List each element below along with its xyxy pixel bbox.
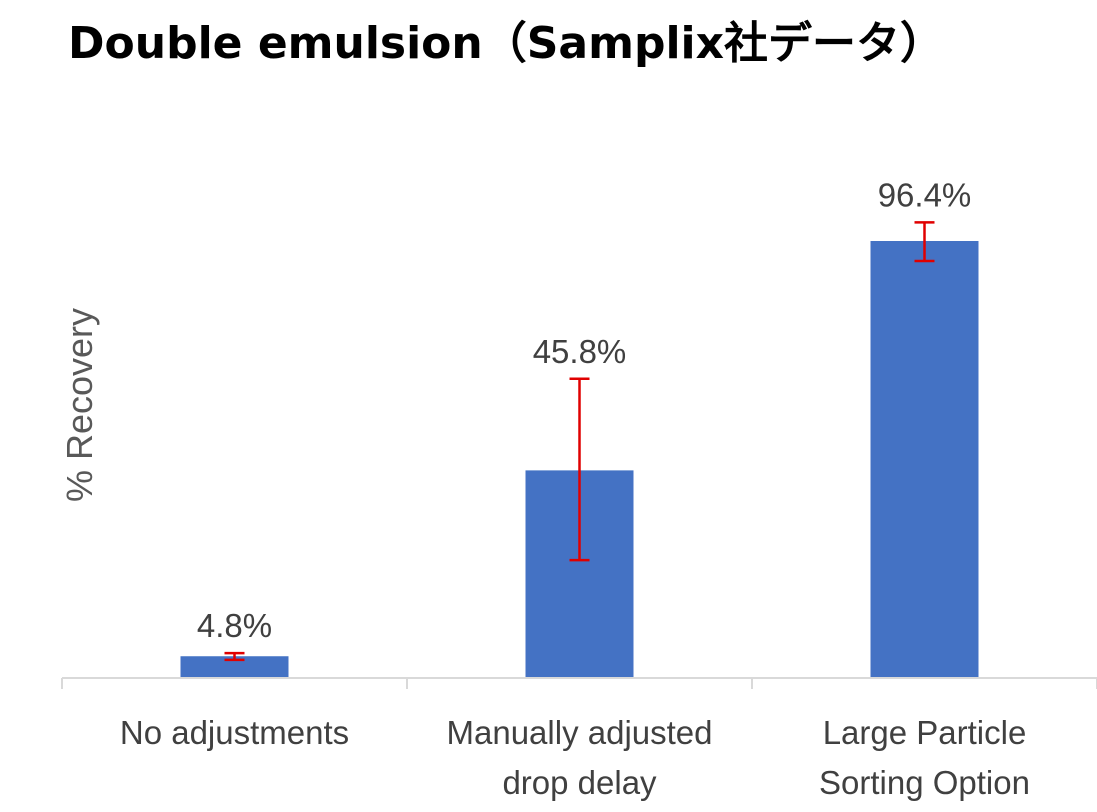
data-labels-layer: 4.8% 45.8% 96.4% (197, 176, 971, 644)
error-bar (224, 651, 245, 662)
error-bars-layer (224, 221, 935, 662)
chart-title: Double emulsion（Samplix社データ） (68, 18, 945, 69)
x-tick-label: No adjustments (120, 714, 349, 751)
bars-layer (180, 241, 979, 678)
data-label: 96.4% (878, 176, 972, 213)
data-label: 45.8% (533, 333, 627, 370)
bar (870, 241, 979, 678)
x-axis: No adjustments Manually adjusted drop dela… (61, 677, 1097, 801)
error-bar (914, 221, 935, 263)
x-tick-label: drop delay (502, 764, 657, 801)
x-tick-label: Manually adjusted (447, 714, 713, 751)
x-tick-label: Sorting Option (819, 764, 1030, 801)
error-bar (569, 377, 590, 562)
bar (180, 656, 289, 678)
data-label: 4.8% (197, 607, 272, 644)
y-axis-title: % Recovery (59, 308, 100, 502)
x-tick-label: Large Particle (823, 714, 1027, 751)
